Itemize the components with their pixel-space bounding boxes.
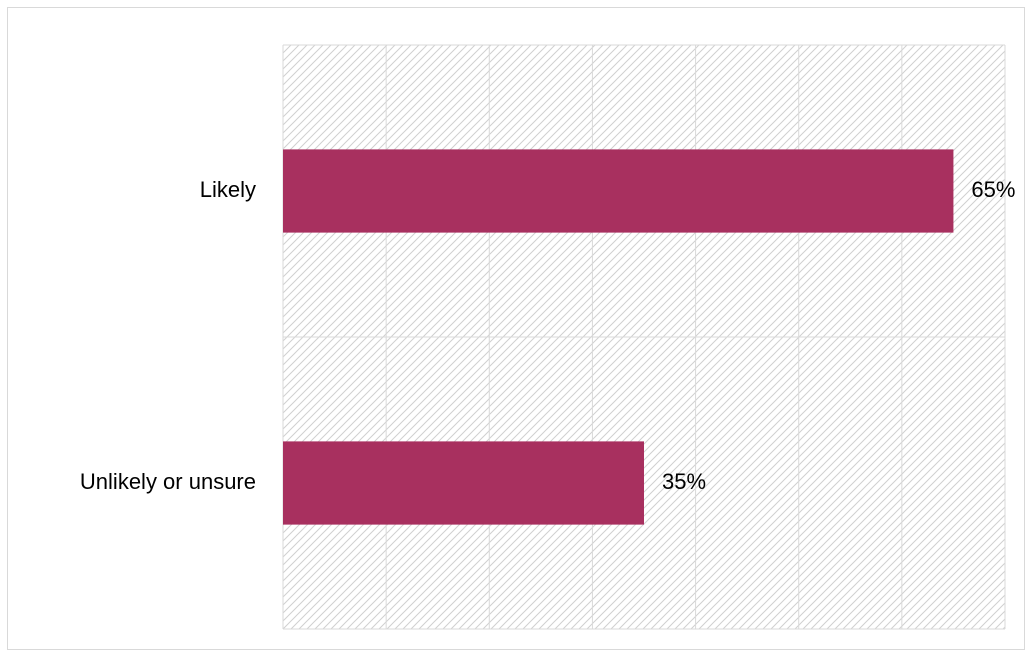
category-label-1: Likely — [200, 177, 256, 202]
labels: Likely 65% Unlikely or unsure 35% — [80, 177, 1016, 494]
bars — [283, 149, 954, 525]
data-label-2: 35% — [662, 469, 706, 494]
data-label-1: 65% — [971, 177, 1015, 202]
category-label-2: Unlikely or unsure — [80, 469, 256, 494]
gridlines — [282, 44, 1006, 630]
bar-2 — [283, 441, 644, 525]
bar-1 — [283, 149, 954, 233]
